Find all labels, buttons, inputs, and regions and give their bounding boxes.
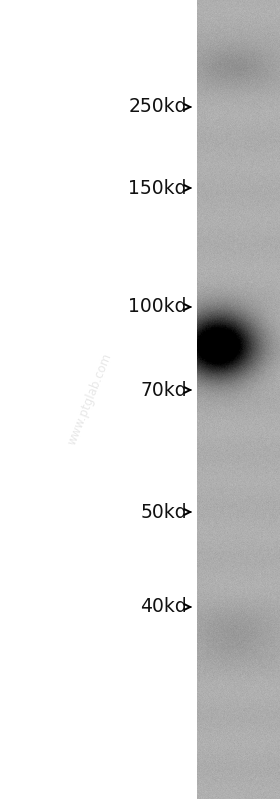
Text: www.ptglab.com: www.ptglab.com [65,352,114,447]
Text: 100kd: 100kd [129,297,187,316]
Text: 40kd: 40kd [140,598,187,617]
Text: 50kd: 50kd [140,503,187,522]
Text: 250kd: 250kd [129,97,187,117]
Text: 150kd: 150kd [129,178,187,197]
Text: 70kd: 70kd [140,380,187,400]
